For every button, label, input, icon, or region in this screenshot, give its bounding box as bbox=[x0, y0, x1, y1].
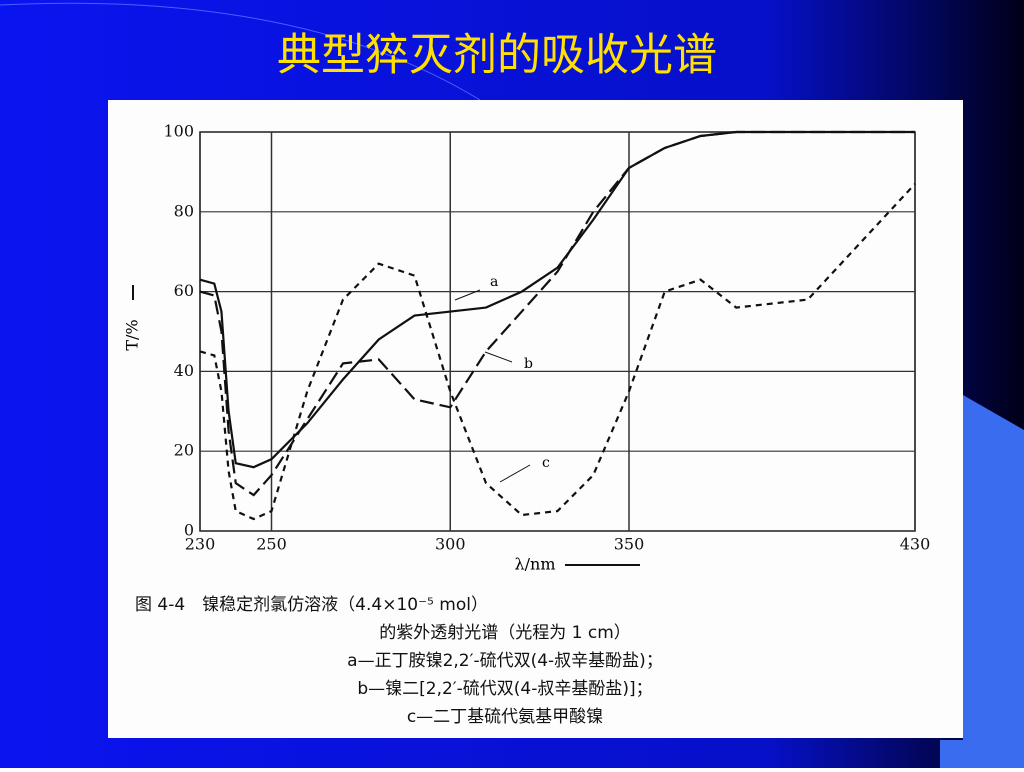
y-tick-label: 0 bbox=[184, 521, 194, 540]
x-tick-label: 430 bbox=[900, 535, 931, 554]
image-panel bbox=[108, 100, 963, 738]
y-axis-label: T/% bbox=[123, 319, 142, 350]
slide-title: 典型猝灭剂的吸收光谱 bbox=[277, 30, 717, 81]
leader-line bbox=[484, 351, 513, 363]
decoration bbox=[0, 2, 481, 101]
series-label: c bbox=[542, 455, 550, 471]
caption-line: c—二丁基硫代氨基甲酸镍 bbox=[407, 707, 603, 727]
leader-line bbox=[454, 289, 481, 301]
plot: 0 20 40 60 80 100 230 250 300 350 430 bbox=[163, 122, 930, 554]
x-tick-label: 350 bbox=[614, 535, 645, 554]
series-label: b bbox=[524, 356, 533, 372]
leader-line bbox=[499, 464, 531, 483]
caption-line: 图 4-4 镍稳定剂氯仿溶液（4.4×10⁻⁵ mol） bbox=[135, 595, 488, 615]
y-tick-label: 20 bbox=[174, 441, 194, 460]
x-axis-label: λ/nm bbox=[514, 555, 555, 574]
x-tick-label: 250 bbox=[256, 535, 287, 554]
y-tick-label: 80 bbox=[174, 201, 194, 220]
series-label: a bbox=[490, 274, 498, 290]
caption-line: b—镍二[2,2′-硫代双(4-叔辛基酚盐)]； bbox=[357, 679, 652, 699]
caption-line: 的紫外透射光谱（光程为 1 cm） bbox=[379, 623, 631, 643]
decoration bbox=[940, 395, 1024, 768]
y-tick-label: 60 bbox=[174, 281, 194, 300]
y-tick-label: 100 bbox=[163, 122, 194, 141]
series-line bbox=[199, 130, 915, 497]
y-tick-label: 40 bbox=[174, 361, 194, 380]
x-tick-label: 230 bbox=[185, 535, 216, 554]
caption-line: a—正丁胺镍2,2′-硫代双(4-叔辛基酚盐)； bbox=[347, 651, 663, 671]
series-line bbox=[199, 183, 916, 521]
x-tick-label: 300 bbox=[435, 535, 466, 554]
